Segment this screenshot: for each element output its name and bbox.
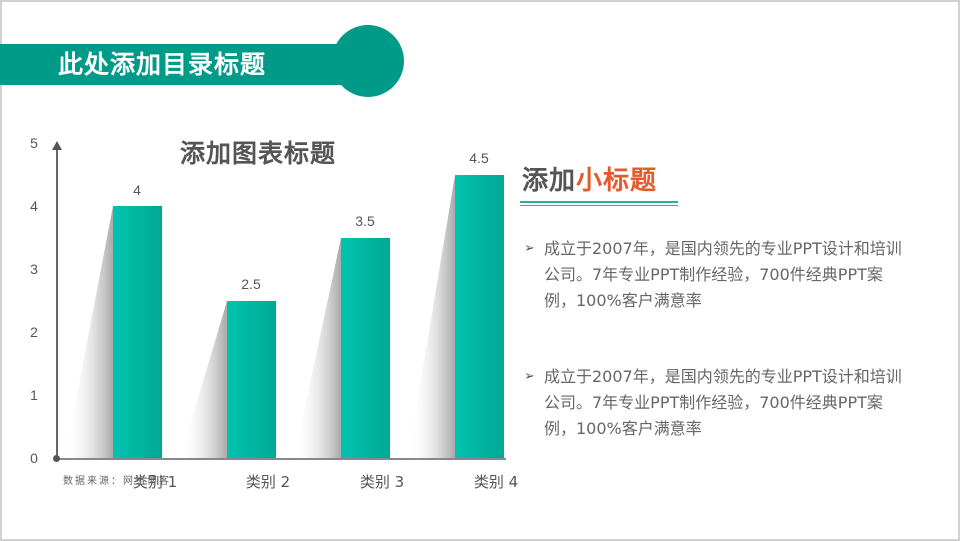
subtitle-underline bbox=[520, 201, 678, 203]
bar-category-2 bbox=[227, 301, 276, 458]
data-label: 3.5 bbox=[355, 213, 375, 229]
bullet-text: 成立于2007年，是国内领先的专业PPT设计和培训公司。7年专业PPT制作经验，… bbox=[544, 239, 902, 310]
y-tick: 1 bbox=[30, 387, 38, 403]
bullet-item: ➢ 成立于2007年，是国内领先的专业PPT设计和培训公司。7年专业PPT制作经… bbox=[524, 364, 914, 442]
y-tick: 0 bbox=[30, 450, 38, 466]
x-category-label: 类别 2 bbox=[245, 473, 291, 491]
banner-circle-decoration bbox=[332, 25, 404, 97]
subtitle-highlight: 小标题 bbox=[576, 166, 658, 196]
y-tick: 5 bbox=[30, 135, 38, 151]
y-tick: 3 bbox=[30, 261, 38, 277]
y-tick: 2 bbox=[30, 324, 38, 340]
bar-chart: 添加图表标题 0 1 2 3 4 5 4 2.5 3.5 4.5 类别 1 类别… bbox=[30, 135, 518, 491]
y-axis bbox=[56, 146, 58, 458]
data-source-note: 数据来源：网络博客 bbox=[63, 476, 171, 487]
x-category-label: 类别 1 bbox=[132, 473, 178, 491]
title-banner bbox=[0, 44, 370, 85]
bar-category-3 bbox=[341, 238, 390, 458]
arrow-bullet-icon: ➢ bbox=[524, 369, 535, 384]
x-category-label: 类别 3 bbox=[359, 473, 405, 491]
x-axis bbox=[56, 458, 506, 460]
bar-shadows bbox=[65, 175, 455, 458]
page-title: 此处添加目录标题 bbox=[58, 50, 267, 79]
chart-title: 添加图表标题 bbox=[180, 139, 337, 168]
bullet-item: ➢ 成立于2007年，是国内领先的专业PPT设计和培训公司。7年专业PPT制作经… bbox=[524, 236, 914, 314]
bar-category-4 bbox=[455, 175, 504, 458]
data-label: 2.5 bbox=[241, 276, 261, 292]
axis-origin-dot bbox=[53, 455, 60, 462]
arrow-bullet-icon: ➢ bbox=[524, 241, 535, 256]
subtitle-plain: 添加 bbox=[522, 166, 577, 196]
subtitle-underline-thin bbox=[520, 205, 678, 206]
subtitle: 添加小标题 bbox=[522, 160, 657, 197]
data-label: 4 bbox=[133, 182, 141, 198]
bullet-text: 成立于2007年，是国内领先的专业PPT设计和培训公司。7年专业PPT制作经验，… bbox=[544, 367, 902, 438]
bar-category-1 bbox=[113, 206, 162, 458]
y-axis-arrow-icon bbox=[52, 141, 62, 150]
x-category-label: 类别 4 bbox=[473, 473, 519, 491]
y-tick: 4 bbox=[30, 198, 38, 214]
data-label: 4.5 bbox=[469, 150, 489, 166]
